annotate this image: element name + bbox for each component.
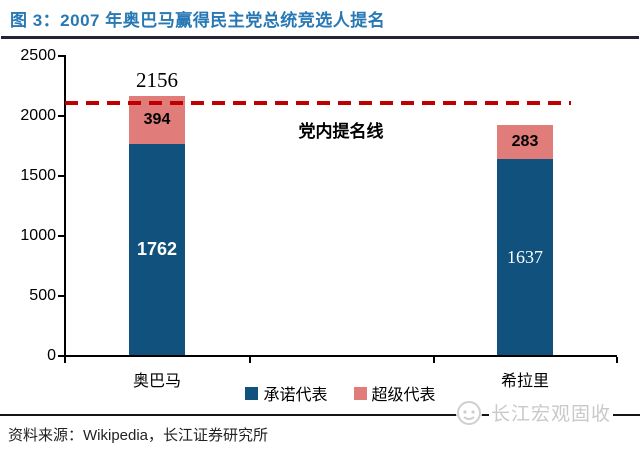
legend-swatch-icon: [245, 386, 259, 400]
changjiang-logo-icon: [456, 399, 482, 426]
legend-label: 超级代表: [371, 387, 436, 404]
y-axis-tick-label: 1500: [20, 167, 56, 184]
watermark: 长江宏观固收: [456, 399, 614, 426]
x-axis-tick: [433, 357, 435, 363]
y-axis-tick: [58, 355, 64, 357]
bar-segment-value: 1637: [507, 246, 543, 267]
y-axis-tick: [58, 175, 64, 177]
x-axis-tick: [249, 357, 251, 363]
y-axis-tick-label: 500: [29, 287, 56, 304]
bar-segment-value: 283: [511, 132, 539, 150]
source-note: 资料来源：Wikipedia，长江证券研究所: [8, 427, 269, 444]
legend-label: 承诺代表: [263, 387, 328, 404]
title-divider: [1, 36, 639, 39]
bar-segment-value: 1762: [136, 239, 178, 260]
y-axis-tick: [58, 235, 64, 237]
stacked-bar-chart: 0 500 1000 1500 2000 2500 1762 394 2156 奥巴马 1637 28…: [0, 40, 640, 412]
x-axis-category-label: 奥巴马: [132, 373, 181, 390]
y-axis-tick: [58, 295, 64, 297]
y-axis-tick-label: 1000: [20, 227, 56, 244]
watermark-label: 长江宏观固收: [489, 399, 614, 426]
y-axis-tick-label: 0: [47, 347, 56, 364]
nomination-threshold-label: 党内提名线: [298, 122, 384, 141]
x-axis-tick: [64, 357, 66, 363]
x-axis-category-label: 希拉里: [500, 373, 549, 390]
bar-total-value: 2156: [136, 68, 178, 93]
x-axis: [64, 355, 617, 357]
legend-item-超级代表: 超级代表: [353, 381, 436, 405]
footer-divider: [0, 414, 640, 416]
y-axis-tick: [58, 115, 64, 117]
chart-legend: 承诺代表 超级代表: [64, 381, 617, 405]
y-axis-tick: [58, 55, 64, 57]
legend-swatch-icon: [353, 386, 367, 400]
nomination-threshold-line: [65, 101, 571, 105]
y-axis: [64, 55, 66, 357]
figure-title: 图 3：2007 年奥巴马赢得民主党总统竞选人提名: [10, 11, 386, 30]
bar-希拉里-承诺代表: [497, 158, 553, 355]
bar-希拉里-超级代表: [497, 124, 553, 159]
legend-item-承诺代表: 承诺代表: [245, 381, 328, 405]
y-axis-tick-label: 2000: [20, 107, 56, 124]
y-axis-tick-label: 2500: [20, 47, 56, 64]
x-axis-tick: [616, 357, 618, 363]
bar-segment-value: 394: [143, 110, 171, 128]
bar-奥巴马-承诺代表: [129, 143, 185, 355]
